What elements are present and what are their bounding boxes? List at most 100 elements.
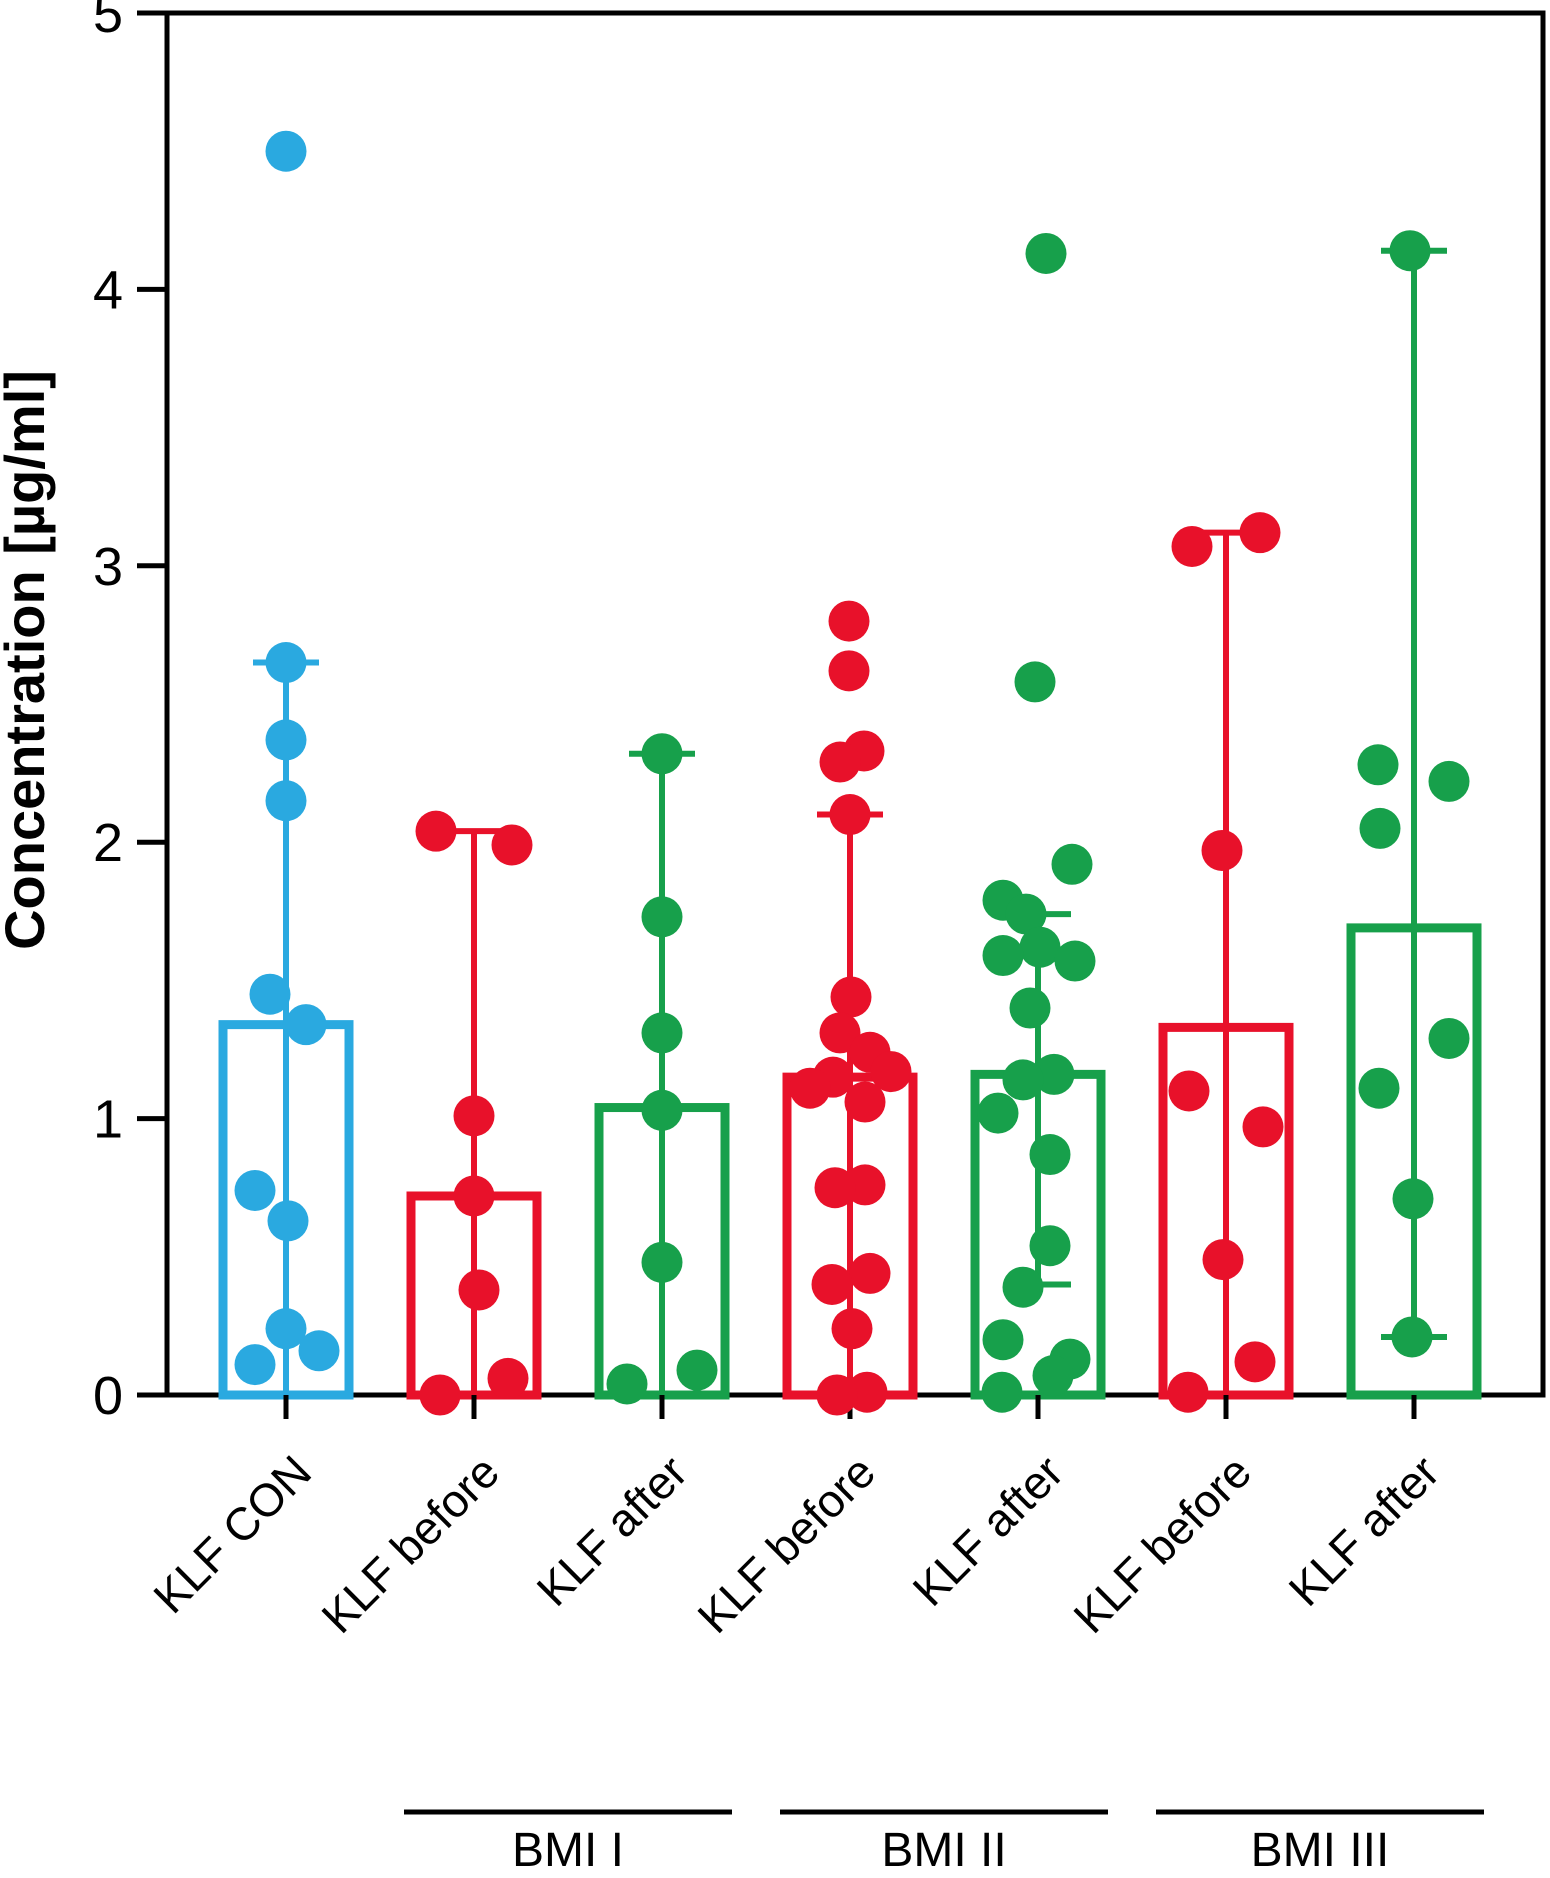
group-label: BMI III [1251,1824,1390,1877]
data-point [1234,1341,1276,1383]
data-point [265,642,307,684]
data-point [1428,1017,1470,1059]
y-tick-label: 4 [93,260,123,320]
data-point [1002,1059,1044,1101]
x-tick-label: KLF before [1063,1445,1261,1643]
data-point [1033,1053,1075,1095]
data-point [1242,1106,1284,1148]
group-label: BMI II [881,1824,1006,1877]
data-point [1201,829,1243,871]
group-label: BMI I [512,1824,624,1877]
data-point [789,1067,831,1109]
y-tick-label: 0 [93,1366,123,1426]
data-point [265,719,307,761]
column-1: KLF CON [143,659,354,1623]
x-tick-label: KLF before [687,1445,885,1643]
data-point [1391,1316,1433,1358]
data-point [1029,1225,1071,1267]
data-point [458,1269,500,1311]
data-point [234,1169,276,1211]
data-point [982,1319,1024,1361]
x-tick-label: KLF before [311,1445,509,1643]
data-point [1392,1178,1434,1220]
data-point [844,1081,886,1123]
points-column-7 [1357,230,1470,1358]
y-tick-label: 2 [93,813,123,873]
data-point [1032,1355,1074,1397]
data-point [819,1012,861,1054]
data-point [1167,1371,1209,1413]
x-tick-label: KLF after [527,1445,698,1616]
x-tick-label: KLF after [1279,1445,1450,1616]
data-point [828,650,870,692]
data-point [830,976,872,1018]
y-axis-title: Concentration [µg/ml] [0,370,56,950]
data-point [816,1374,858,1416]
data-point [1202,1239,1244,1281]
data-point [819,741,861,783]
data-point [1029,1134,1071,1176]
data-point [1428,760,1470,802]
points-column-5 [977,232,1096,1413]
column-5: KLF after [903,911,1106,1616]
y-tick-label: 3 [93,537,123,597]
data-point [641,1241,683,1283]
data-point [491,824,533,866]
data-point [641,733,683,775]
data-point [298,1330,340,1372]
data-point [814,1167,856,1209]
data-point [829,794,871,836]
column-7: KLF after [1279,247,1482,1616]
data-point [641,1012,683,1054]
points-column-3 [606,733,718,1405]
data-point [981,1371,1023,1413]
data-point [1054,940,1096,982]
data-point [1358,1067,1400,1109]
y-tick-label: 5 [93,0,123,44]
data-point [453,1175,495,1217]
data-point [1168,1070,1210,1112]
data-point [846,1371,888,1413]
data-point [419,1374,461,1416]
data-point [453,1095,495,1137]
column-3: KLF after [527,750,730,1616]
data-point [249,973,291,1015]
data-point [487,1357,529,1399]
data-point [844,1164,886,1206]
data-point [285,1004,327,1046]
data-point [641,896,683,938]
points-column-6 [1167,512,1284,1413]
data-point [234,1344,276,1386]
data-point [831,1308,873,1350]
data-point [828,600,870,642]
data-point [870,1051,912,1093]
data-point [265,780,307,822]
data-point [265,1308,307,1350]
data-point [977,1092,1019,1134]
x-tick-label: KLF CON [143,1445,321,1623]
points-column-1 [234,130,340,1386]
data-point [415,810,457,852]
points-column-4 [789,600,912,1416]
data-point [1005,893,1047,935]
data-point [811,1263,853,1305]
data-point [1171,525,1213,567]
data-point [265,130,307,172]
y-tick-label: 1 [93,1090,123,1150]
data-point [1357,744,1399,786]
data-point [676,1349,718,1391]
data-point [641,1089,683,1131]
data-point [1389,230,1431,272]
points-column-2 [415,810,533,1416]
data-point [1014,661,1056,703]
data-point [1239,512,1281,554]
x-tick-label: KLF after [903,1445,1074,1616]
data-point [982,935,1024,977]
data-point [606,1363,648,1405]
data-point [1359,807,1401,849]
data-point [849,1252,891,1294]
data-point [1051,843,1093,885]
data-point [1019,926,1061,968]
